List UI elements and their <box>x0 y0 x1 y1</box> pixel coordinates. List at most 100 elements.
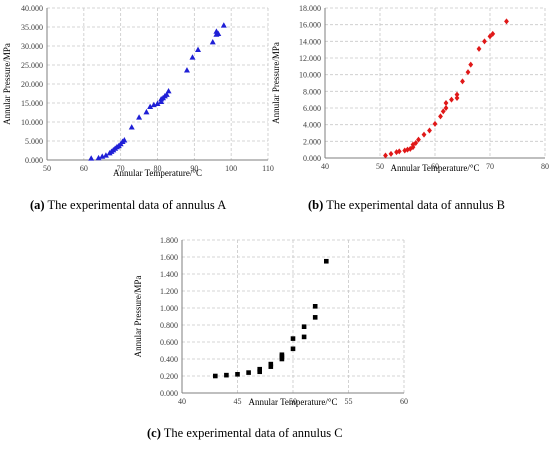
chart-b: 40 50 60 70 80 0.000 2.000 4.000 6.000 8.000 10.00… <box>271 4 549 173</box>
y-axis-label: Annular Pressure/MPa <box>2 43 12 125</box>
data-point <box>246 370 251 375</box>
data-point <box>195 46 202 52</box>
data-point <box>257 366 262 372</box>
y-tick-label: 25.000 <box>21 61 43 70</box>
data-point <box>209 39 216 45</box>
x-tick-label: 60 <box>431 162 439 171</box>
x-axis-label: Annular Temperature/°C <box>248 397 337 407</box>
x-tick-label: 60 <box>400 397 408 406</box>
caption-letter-b: (b) <box>308 198 324 212</box>
data-point <box>143 108 150 115</box>
y-tick-label: 6.000 <box>303 104 321 113</box>
data-point <box>388 150 394 157</box>
data-point <box>215 30 222 37</box>
y-tick-label: 10.000 <box>299 71 321 80</box>
data-point <box>460 78 465 85</box>
data-point <box>290 336 296 341</box>
data-point <box>224 372 229 378</box>
y-tick-label: 1.000 <box>160 304 178 313</box>
y-tick-label: 40.000 <box>21 4 43 13</box>
caption-letter-a: (a) <box>30 198 45 212</box>
data-point <box>213 373 218 379</box>
y-tick-label: 1.600 <box>160 253 178 262</box>
x-tick-label: 70 <box>486 162 494 171</box>
data-point <box>402 147 408 154</box>
data-point <box>413 140 419 146</box>
data-point <box>301 324 307 329</box>
y-tick-label: 10.000 <box>21 118 43 127</box>
data-point <box>504 18 509 25</box>
y-tick-label: 12.000 <box>299 54 321 63</box>
y-axis-label: Annular Pressure/MPa <box>271 42 281 124</box>
y-axis-label: Annular Pressure/MPa <box>133 276 143 358</box>
data-point <box>465 69 471 76</box>
y-tick-label: 1.200 <box>160 287 178 296</box>
y-tick-label: 1.400 <box>160 270 178 279</box>
y-tick-label: 4.000 <box>303 121 321 130</box>
data-point <box>235 372 240 377</box>
y-tick-label: 16.000 <box>299 21 321 30</box>
x-tick-label: 40 <box>178 397 186 406</box>
x-tick-label: 40 <box>321 162 329 171</box>
x-tick-label: 100 <box>225 164 237 173</box>
x-tick-label: 80 <box>154 164 162 173</box>
y-tick-label: 30.000 <box>21 42 43 51</box>
data-point <box>396 148 402 155</box>
data-point <box>449 96 454 103</box>
y-tick-label: 20.000 <box>21 80 43 89</box>
x-tick-label: 70 <box>117 164 125 173</box>
data-point <box>427 127 432 134</box>
data-point <box>136 114 143 120</box>
data-point <box>383 152 388 159</box>
x-tick-label: 50 <box>376 162 384 171</box>
x-tick-label: 90 <box>190 164 198 173</box>
data-point <box>432 120 438 127</box>
data-point <box>102 152 109 158</box>
y-tick-label: 18.000 <box>299 4 321 13</box>
data-point <box>410 141 416 148</box>
data-point <box>279 352 285 358</box>
y-tick-label: 2.000 <box>303 137 321 146</box>
x-tick-label: 80 <box>541 162 549 171</box>
data-point <box>312 315 318 320</box>
data-point <box>394 149 399 156</box>
y-tick-label: 5.000 <box>25 137 43 146</box>
data-point <box>454 95 460 101</box>
caption-text-a: The experimental data of annulus A <box>47 198 227 212</box>
data-point <box>268 364 274 369</box>
x-axis-label: Annular Temperature/°C <box>113 168 202 178</box>
data-point <box>290 346 296 352</box>
y-tick-label: 0.800 <box>160 321 178 330</box>
x-tick-label: 60 <box>80 164 88 173</box>
x-tick-label: 45 <box>234 397 242 406</box>
data-point <box>128 124 135 130</box>
data-point <box>454 91 460 98</box>
caption-text-c: The experimental data of annulus C <box>163 426 343 440</box>
y-tick-label: 14.000 <box>299 37 321 46</box>
data-point <box>147 103 154 109</box>
data-point <box>476 45 482 52</box>
data-point <box>443 100 449 106</box>
data-point <box>220 22 227 28</box>
y-tick-label: 15.000 <box>21 99 43 108</box>
data-point <box>482 38 487 45</box>
caption-text-b: The experimental data of annulus B <box>326 198 505 212</box>
data-point <box>490 30 496 37</box>
data-point <box>421 131 427 138</box>
data-point <box>163 91 170 97</box>
data-point <box>301 334 307 340</box>
data-point <box>189 54 196 60</box>
x-tick-label: 55 <box>345 397 353 406</box>
data-point <box>279 356 285 362</box>
y-tick-label: 0.000 <box>25 156 43 165</box>
data-point <box>257 369 262 375</box>
data-point <box>416 136 421 143</box>
y-tick-label: 1.800 <box>160 236 178 245</box>
data-point <box>443 105 449 111</box>
data-point <box>324 258 329 264</box>
x-tick-label: 50 <box>43 164 51 173</box>
chart-a: 50 60 70 80 90 100 110 0.000 5.000 10.000 15.000 20… <box>2 4 274 178</box>
y-tick-label: 0.400 <box>160 355 178 364</box>
caption-chart-c: (c) The experimental data of annulus C <box>147 426 343 441</box>
